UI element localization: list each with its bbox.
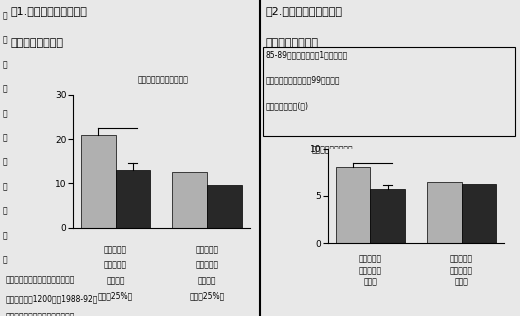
Text: スピードが: スピードが — [196, 261, 218, 270]
Bar — [115, 170, 150, 228]
Text: に登録された米国特許が対象: に登録された米国特許が対象 — [5, 313, 74, 316]
Text: 図1.研究開発のスピード: 図1.研究開発のスピード — [10, 6, 87, 16]
Text: （資料）カイ・リサーチ社データ: （資料）カイ・リサーチ社データ — [5, 275, 74, 284]
Text: 平: 平 — [3, 182, 7, 191]
Text: 多様性が高: 多様性が高 — [359, 266, 382, 275]
Bar — [172, 172, 207, 228]
Text: と技術の吸収能力: と技術の吸収能力 — [10, 38, 63, 48]
Text: 引: 引 — [3, 109, 7, 118]
Text: 技術分野の: 技術分野の — [359, 255, 382, 264]
Text: 多様性が低: 多様性が低 — [450, 266, 473, 275]
Text: 高い企業: 高い企業 — [153, 98, 172, 107]
Bar — [335, 167, 370, 243]
Text: 用: 用 — [3, 133, 7, 143]
Text: 少ない企業: 少ない企業 — [374, 190, 397, 198]
Text: 研究開発の: 研究開発の — [196, 245, 218, 254]
Text: 許: 許 — [3, 36, 7, 45]
Text: 多い企業: 多い企業 — [374, 167, 393, 176]
Bar — [81, 135, 115, 228]
Text: 低い企業: 低い企業 — [153, 120, 172, 129]
Text: ・: ・ — [3, 231, 7, 240]
Text: 被引用件数平均(件): 被引用件数平均(件) — [265, 101, 308, 110]
Text: 85-89年に日本の東証1部製造業に: 85-89年に日本の東証1部製造業に — [265, 51, 347, 59]
Text: 速い企業: 速い企業 — [106, 276, 125, 285]
Text: の: の — [3, 60, 7, 69]
Text: （下位25%）: （下位25%） — [189, 292, 225, 301]
Text: 供与された米国特許の99年までの: 供与された米国特許の99年までの — [265, 76, 340, 85]
Text: い企業: い企業 — [363, 277, 378, 286]
Text: 図2.発明に利用する技術: 図2.発明に利用する技術 — [265, 6, 342, 16]
Bar — [427, 182, 462, 243]
Text: （注）世界約1200社の1988-92年: （注）世界約1200社の1988-92年 — [5, 294, 98, 303]
Text: 研究開発の: 研究開発の — [104, 245, 127, 254]
Text: サイエンスリンケージが: サイエンスリンケージが — [138, 76, 189, 85]
Bar — [462, 184, 497, 243]
Text: 知識の多様性と量: 知識の多様性と量 — [265, 38, 318, 48]
Text: 利用する技術知識が: 利用する技術知識が — [312, 145, 354, 154]
Text: い企業: い企業 — [454, 277, 469, 286]
Text: （上位25%）: （上位25%） — [98, 292, 133, 301]
Text: 度: 度 — [3, 158, 7, 167]
Text: 均: 均 — [3, 207, 7, 216]
Text: 特: 特 — [3, 11, 7, 20]
Bar — [207, 185, 242, 228]
Text: 技術分野の: 技術分野の — [450, 255, 473, 264]
Text: スピードが: スピードが — [104, 261, 127, 270]
Text: 件: 件 — [3, 255, 7, 264]
Text: 遅い企業: 遅い企業 — [198, 276, 216, 285]
Bar — [370, 189, 405, 243]
Text: 被: 被 — [3, 85, 7, 94]
